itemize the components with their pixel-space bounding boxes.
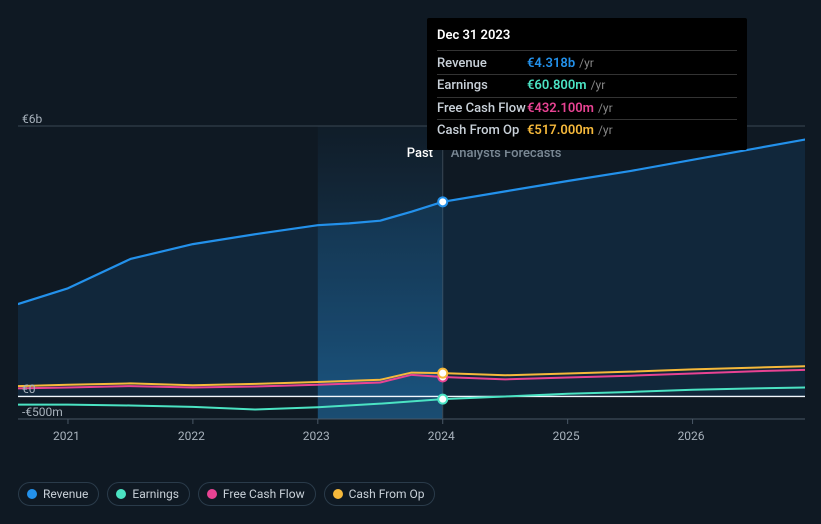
y-axis-label: €0 — [22, 382, 36, 396]
x-axis-label: 2026 — [678, 429, 705, 443]
x-axis-label: 2021 — [53, 429, 80, 443]
tooltip-row: Free Cash Flow€432.100m/yr — [437, 98, 737, 121]
legend-dot-icon — [333, 489, 343, 499]
tooltip-unit: /yr — [591, 76, 606, 96]
x-axis-label: 2022 — [178, 429, 205, 443]
legend-item-free-cash-flow[interactable]: Free Cash Flow — [198, 482, 316, 506]
legend-item-revenue[interactable]: Revenue — [18, 482, 99, 506]
tooltip-metric-value: €517.000m — [527, 121, 594, 141]
tooltip-metric-value: €4.318b — [527, 54, 575, 74]
legend-label: Cash From Op — [349, 487, 425, 501]
legend-item-earnings[interactable]: Earnings — [107, 482, 190, 506]
tooltip-metric-label: Cash From Op — [437, 121, 527, 141]
tooltip-metric-label: Free Cash Flow — [437, 99, 527, 119]
tooltip-unit: /yr — [598, 99, 613, 119]
tooltip-metric-value: €60.800m — [527, 76, 587, 96]
legend-dot-icon — [116, 489, 126, 499]
tooltip-date: Dec 31 2023 — [437, 26, 737, 51]
y-axis-label: €6b — [22, 112, 42, 126]
tooltip-row: Earnings€60.800m/yr — [437, 75, 737, 98]
x-axis-label: 2025 — [553, 429, 580, 443]
legend-label: Earnings — [132, 487, 179, 501]
legend-label: Revenue — [43, 487, 88, 501]
tooltip-row: Revenue€4.318b/yr — [437, 53, 737, 76]
tooltip-metric-label: Revenue — [437, 54, 527, 74]
tooltip-metric-value: €432.100m — [527, 99, 594, 119]
chart-legend: Revenue Earnings Free Cash Flow Cash From O… — [18, 482, 435, 506]
legend-label: Free Cash Flow — [223, 487, 305, 501]
tooltip-row: Cash From Op€517.000m/yr — [437, 120, 737, 142]
x-axis-label: 2023 — [303, 429, 330, 443]
tooltip-unit: /yr — [598, 121, 613, 141]
chart-container: Past Analysts Forecasts Dec 31 2023 Reve… — [18, 18, 805, 506]
legend-dot-icon — [27, 489, 37, 499]
legend-dot-icon — [207, 489, 217, 499]
x-axis-label: 2024 — [428, 429, 455, 443]
legend-item-cash-from-op[interactable]: Cash From Op — [324, 482, 436, 506]
chart-tooltip: Dec 31 2023 Revenue€4.318b/yrEarnings€60… — [427, 18, 747, 150]
tooltip-unit: /yr — [579, 54, 594, 74]
tooltip-metric-label: Earnings — [437, 76, 527, 96]
y-axis-label: -€500m — [22, 405, 63, 419]
